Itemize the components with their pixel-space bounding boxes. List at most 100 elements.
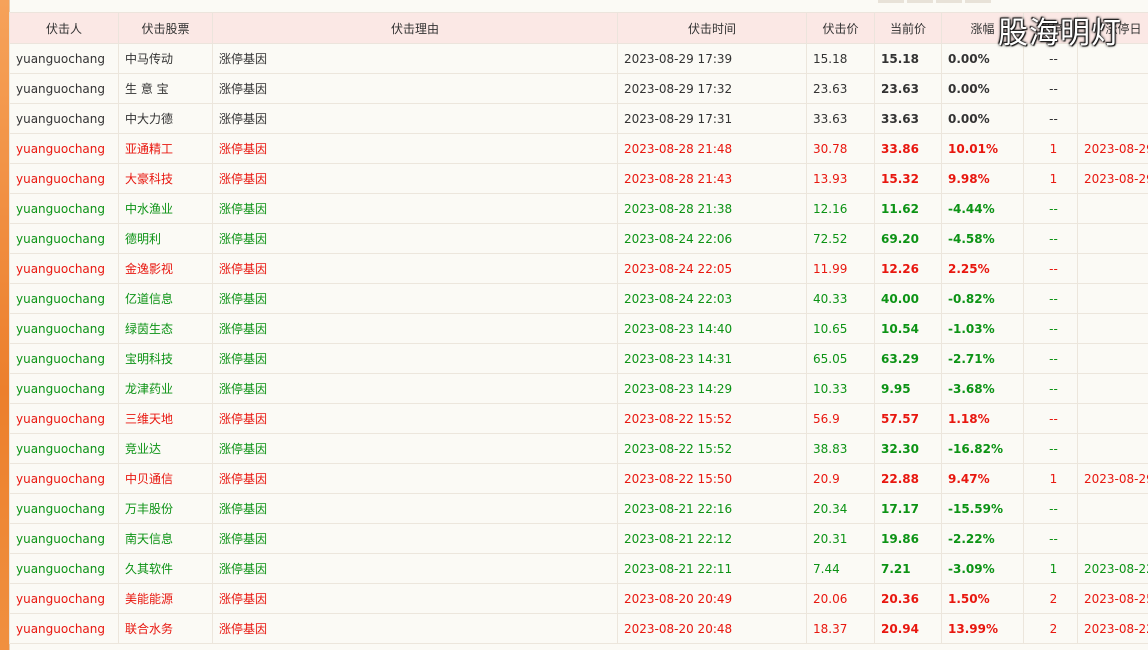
- change-cell: -4.58%: [941, 223, 1024, 254]
- change-cell: 1.18%: [941, 403, 1024, 434]
- buy-price-cell: 40.33: [806, 283, 875, 314]
- limit-count-cell: 2: [1023, 613, 1078, 644]
- stock-link[interactable]: 联合水务: [118, 613, 213, 644]
- table-row[interactable]: yuanguochang 久其软件 涨停基因 2023-08-21 22:11 7.44…: [9, 553, 1148, 584]
- current-price-cell: 11.62: [874, 193, 942, 224]
- current-price-cell: 63.29: [874, 343, 942, 374]
- stock-link[interactable]: 金逸影视: [118, 253, 213, 284]
- stock-link[interactable]: 生 意 宝: [118, 73, 213, 104]
- table-row[interactable]: yuanguochang 龙津药业 涨停基因 2023-08-23 14:29 10.3…: [9, 373, 1148, 404]
- table-row[interactable]: yuanguochang 亚通精工 涨停基因 2023-08-28 21:48 30.7…: [9, 133, 1148, 164]
- table-row[interactable]: yuanguochang 中大力德 涨停基因 2023-08-29 17:31 33.6…: [9, 103, 1148, 134]
- time-cell: 2023-08-28 21:48: [617, 133, 807, 164]
- limit-count-cell: --: [1023, 313, 1078, 344]
- stock-link[interactable]: 大豪科技: [118, 163, 213, 194]
- user-cell: yuanguochang: [9, 223, 119, 254]
- reason-cell: 涨停基因: [212, 493, 618, 524]
- limit-count-cell: --: [1023, 73, 1078, 104]
- limit-count-cell: 1: [1023, 133, 1078, 164]
- table-row[interactable]: yuanguochang 中马传动 涨停基因 2023-08-29 17:39 15.1…: [9, 43, 1148, 74]
- col-header-change[interactable]: 涨幅: [941, 12, 1024, 44]
- stock-link[interactable]: 竞业达: [118, 433, 213, 464]
- col-header-stock[interactable]: 伏击股票: [118, 12, 213, 44]
- table-row[interactable]: yuanguochang 德明利 涨停基因 2023-08-24 22:06 72.52…: [9, 223, 1148, 254]
- change-cell: -1.03%: [941, 313, 1024, 344]
- change-cell: 1.50%: [941, 583, 1024, 614]
- change-cell: -4.44%: [941, 193, 1024, 224]
- stock-link[interactable]: 德明利: [118, 223, 213, 254]
- stock-link[interactable]: 中大力德: [118, 103, 213, 134]
- limit-count-cell: --: [1023, 193, 1078, 224]
- change-cell: 0.00%: [941, 43, 1024, 74]
- limit-date-cell: [1077, 103, 1148, 134]
- stock-link[interactable]: 宝明科技: [118, 343, 213, 374]
- table-row[interactable]: yuanguochang 绿茵生态 涨停基因 2023-08-23 14:40 10.6…: [9, 313, 1148, 344]
- table-row[interactable]: yuanguochang 大豪科技 涨停基因 2023-08-28 21:43 13.9…: [9, 163, 1148, 194]
- table-row[interactable]: yuanguochang 联合水务 涨停基因 2023-08-20 20:48 18.3…: [9, 613, 1148, 644]
- table-row[interactable]: yuanguochang 亿道信息 涨停基因 2023-08-24 22:03 40.3…: [9, 283, 1148, 314]
- limit-date-cell: [1077, 403, 1148, 434]
- table-row[interactable]: yuanguochang 中水渔业 涨停基因 2023-08-28 21:38 12.1…: [9, 193, 1148, 224]
- table-row[interactable]: yuanguochang 金逸影视 涨停基因 2023-08-24 22:05 11.9…: [9, 253, 1148, 284]
- col-header-limit-count[interactable]: 涨停: [1023, 12, 1078, 44]
- current-price-cell: 19.86: [874, 523, 942, 554]
- table-row[interactable]: yuanguochang 生 意 宝涨停基因 2023-08-29 17:32 23.…: [9, 73, 1148, 104]
- limit-count-cell: --: [1023, 523, 1078, 554]
- time-cell: 2023-08-24 22:05: [617, 253, 807, 284]
- stock-link[interactable]: 中马传动: [118, 43, 213, 74]
- user-cell: yuanguochang: [9, 433, 119, 464]
- reason-cell: 涨停基因: [212, 43, 618, 74]
- user-cell: yuanguochang: [9, 613, 119, 644]
- col-header-reason[interactable]: 伏击理由: [212, 12, 618, 44]
- buy-price-cell: 20.34: [806, 493, 875, 524]
- user-cell: yuanguochang: [9, 253, 119, 284]
- table-row[interactable]: yuanguochang 三维天地 涨停基因 2023-08-22 15:52 56.9…: [9, 403, 1148, 434]
- user-cell: yuanguochang: [9, 43, 119, 74]
- stock-link[interactable]: 龙津药业: [118, 373, 213, 404]
- current-price-cell: 33.86: [874, 133, 942, 164]
- reason-cell: 涨停基因: [212, 223, 618, 254]
- current-price-cell: 17.17: [874, 493, 942, 524]
- stock-link[interactable]: 南天信息: [118, 523, 213, 554]
- table-row[interactable]: yuanguochang 中贝通信 涨停基因 2023-08-22 15:50 20.9…: [9, 463, 1148, 494]
- limit-date-cell: [1077, 433, 1148, 464]
- stock-link[interactable]: 万丰股份: [118, 493, 213, 524]
- stock-link[interactable]: 三维天地: [118, 403, 213, 434]
- limit-date-cell: [1077, 313, 1148, 344]
- table-row[interactable]: yuanguochang 南天信息 涨停基因 2023-08-21 22:12 20.3…: [9, 523, 1148, 554]
- table-row[interactable]: yuanguochang 万丰股份 涨停基因 2023-08-21 22:16 20.3…: [9, 493, 1148, 524]
- buy-price-cell: 72.52: [806, 223, 875, 254]
- stock-link[interactable]: 久其软件: [118, 553, 213, 584]
- stock-link[interactable]: 亿道信息: [118, 283, 213, 314]
- stock-link[interactable]: 中贝通信: [118, 463, 213, 494]
- col-header-current-price[interactable]: 当前价: [874, 12, 942, 44]
- user-cell: yuanguochang: [9, 73, 119, 104]
- user-cell: yuanguochang: [9, 343, 119, 374]
- col-header-user[interactable]: 伏击人: [9, 12, 119, 44]
- limit-count-cell: 2: [1023, 583, 1078, 614]
- user-cell: yuanguochang: [9, 163, 119, 194]
- current-price-cell: 9.95: [874, 373, 942, 404]
- limit-count-cell: --: [1023, 283, 1078, 314]
- stock-link[interactable]: 亚通精工: [118, 133, 213, 164]
- limit-date-cell: 2023-08-29: [1077, 133, 1148, 164]
- reason-cell: 涨停基因: [212, 463, 618, 494]
- time-cell: 2023-08-28 21:43: [617, 163, 807, 194]
- table-row[interactable]: yuanguochang 竞业达 涨停基因 2023-08-22 15:52 38.83…: [9, 433, 1148, 464]
- table-row[interactable]: yuanguochang 美能能源 涨停基因 2023-08-20 20:49 20.0…: [9, 583, 1148, 614]
- user-cell: yuanguochang: [9, 463, 119, 494]
- table-row[interactable]: yuanguochang 宝明科技 涨停基因 2023-08-23 14:31 65.0…: [9, 343, 1148, 374]
- change-cell: 0.00%: [941, 73, 1024, 104]
- stock-link[interactable]: 美能能源: [118, 583, 213, 614]
- stock-link[interactable]: 绿茵生态: [118, 313, 213, 344]
- limit-date-cell: 2023-08-22: [1077, 553, 1148, 584]
- limit-count-cell: --: [1023, 433, 1078, 464]
- col-header-limit-date[interactable]: 涨停日: [1077, 12, 1148, 44]
- col-header-buy-price[interactable]: 伏击价: [806, 12, 875, 44]
- current-price-cell: 33.63: [874, 103, 942, 134]
- reason-cell: 涨停基因: [212, 253, 618, 284]
- col-header-time[interactable]: 伏击时间: [617, 12, 807, 44]
- stock-link[interactable]: 中水渔业: [118, 193, 213, 224]
- current-price-cell: 12.26: [874, 253, 942, 284]
- limit-date-cell: [1077, 73, 1148, 104]
